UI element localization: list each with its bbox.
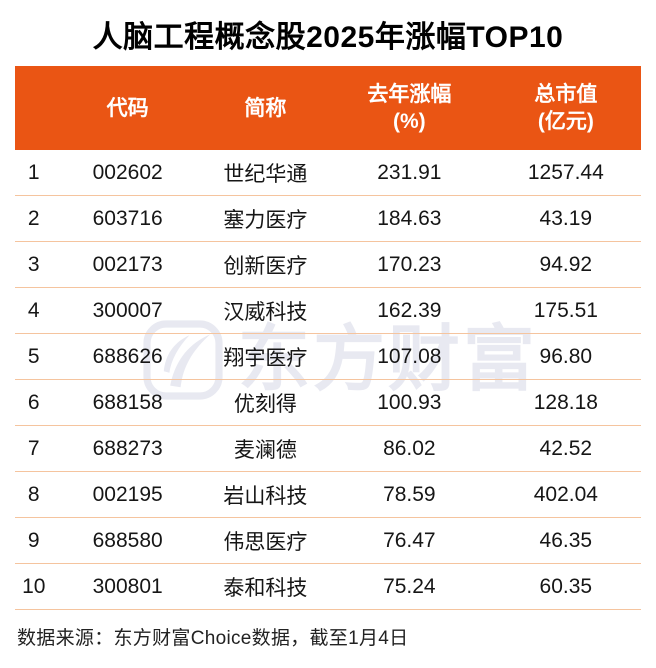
table-row: 2 603716 塞力医疗 184.63 43.19 xyxy=(15,196,641,242)
cell-change: 86.02 xyxy=(383,436,436,460)
cell-name: 泰和科技 xyxy=(223,576,308,600)
column-header-rank xyxy=(15,66,53,150)
cell-mcap: 60.35 xyxy=(539,574,593,598)
table-row: 4 300007 汉威科技 162.39 175.51 xyxy=(15,288,641,334)
cell-code: 300007 xyxy=(92,298,163,322)
column-header-mcap: 总市值 (亿元) xyxy=(534,83,598,133)
cell-rank: 4 xyxy=(27,298,40,322)
cell-change: 231.91 xyxy=(377,160,442,184)
cell-mcap: 46.35 xyxy=(539,528,593,552)
table-header-row: 代码 简称 去年涨幅 (%) 总市值 (亿元) xyxy=(15,66,641,150)
cell-code: 688580 xyxy=(92,528,163,552)
cell-name: 世纪华通 xyxy=(223,162,308,186)
cell-code: 300801 xyxy=(92,574,163,598)
table-row: 3 002173 创新医疗 170.23 94.92 xyxy=(15,242,641,288)
cell-rank: 3 xyxy=(27,252,40,276)
cell-mcap: 96.80 xyxy=(539,344,593,368)
table-row: 6 688158 优刻得 100.93 128.18 xyxy=(15,380,641,426)
cell-name: 岩山科技 xyxy=(223,484,308,508)
cell-rank: 5 xyxy=(27,344,40,368)
cell-name: 翔宇医疗 xyxy=(223,346,308,370)
cell-mcap: 128.18 xyxy=(533,390,598,414)
cell-mcap: 43.19 xyxy=(539,206,593,230)
cell-rank: 6 xyxy=(27,390,40,414)
column-header-name: 简称 xyxy=(244,96,287,120)
cell-code: 688273 xyxy=(92,436,163,460)
cell-mcap: 1257.44 xyxy=(527,160,604,184)
cell-code: 002195 xyxy=(92,482,163,506)
cell-mcap: 402.04 xyxy=(533,482,598,506)
cell-rank: 8 xyxy=(27,482,40,506)
cell-name: 汉威科技 xyxy=(223,300,308,324)
cell-mcap: 42.52 xyxy=(539,436,593,460)
cell-change: 170.23 xyxy=(377,252,442,276)
cell-mcap: 94.92 xyxy=(539,252,593,276)
cell-rank: 2 xyxy=(27,206,40,230)
column-header-code: 代码 xyxy=(106,96,149,120)
cell-change: 78.59 xyxy=(383,482,436,506)
cell-name: 伟思医疗 xyxy=(223,530,308,554)
table-row: 1 002602 世纪华通 231.91 1257.44 xyxy=(15,150,641,196)
cell-change: 76.47 xyxy=(383,528,436,552)
table-row: 5 688626 翔宇医疗 107.08 96.80 xyxy=(15,334,641,380)
cell-change: 75.24 xyxy=(383,574,436,598)
table-row: 7 688273 麦澜德 86.02 42.52 xyxy=(15,426,641,472)
table-row: 9 688580 伟思医疗 76.47 46.35 xyxy=(15,518,641,564)
cell-change: 162.39 xyxy=(377,298,442,322)
top10-table: 代码 简称 去年涨幅 (%) 总市值 (亿元) 1 002602 世纪华通 23… xyxy=(15,66,641,610)
cell-change: 184.63 xyxy=(377,206,442,230)
cell-name: 优刻得 xyxy=(233,392,297,416)
cell-change: 100.93 xyxy=(377,390,442,414)
cell-rank: 1 xyxy=(27,160,40,184)
table-row: 10 300801 泰和科技 75.24 60.35 xyxy=(15,564,641,610)
cell-code: 002602 xyxy=(92,160,163,184)
cell-change: 107.08 xyxy=(377,344,442,368)
cell-mcap: 175.51 xyxy=(533,298,598,322)
cell-code: 688158 xyxy=(92,390,163,414)
column-header-change: 去年涨幅 (%) xyxy=(367,83,452,133)
cell-code: 688626 xyxy=(92,344,163,368)
cell-name: 塞力医疗 xyxy=(223,208,308,232)
cell-code: 002173 xyxy=(92,252,163,276)
page-title: 人脑工程概念股2025年涨幅TOP10 xyxy=(92,21,564,54)
cell-rank: 7 xyxy=(27,436,40,460)
cell-rank: 10 xyxy=(22,574,46,598)
cell-name: 创新医疗 xyxy=(223,254,308,278)
table-row: 8 002195 岩山科技 78.59 402.04 xyxy=(15,472,641,518)
cell-rank: 9 xyxy=(27,528,40,552)
cell-code: 603716 xyxy=(92,206,163,230)
data-source-note: 数据来源：东方财富Choice数据，截至1月4日 xyxy=(17,628,409,649)
cell-name: 麦澜德 xyxy=(233,438,297,462)
